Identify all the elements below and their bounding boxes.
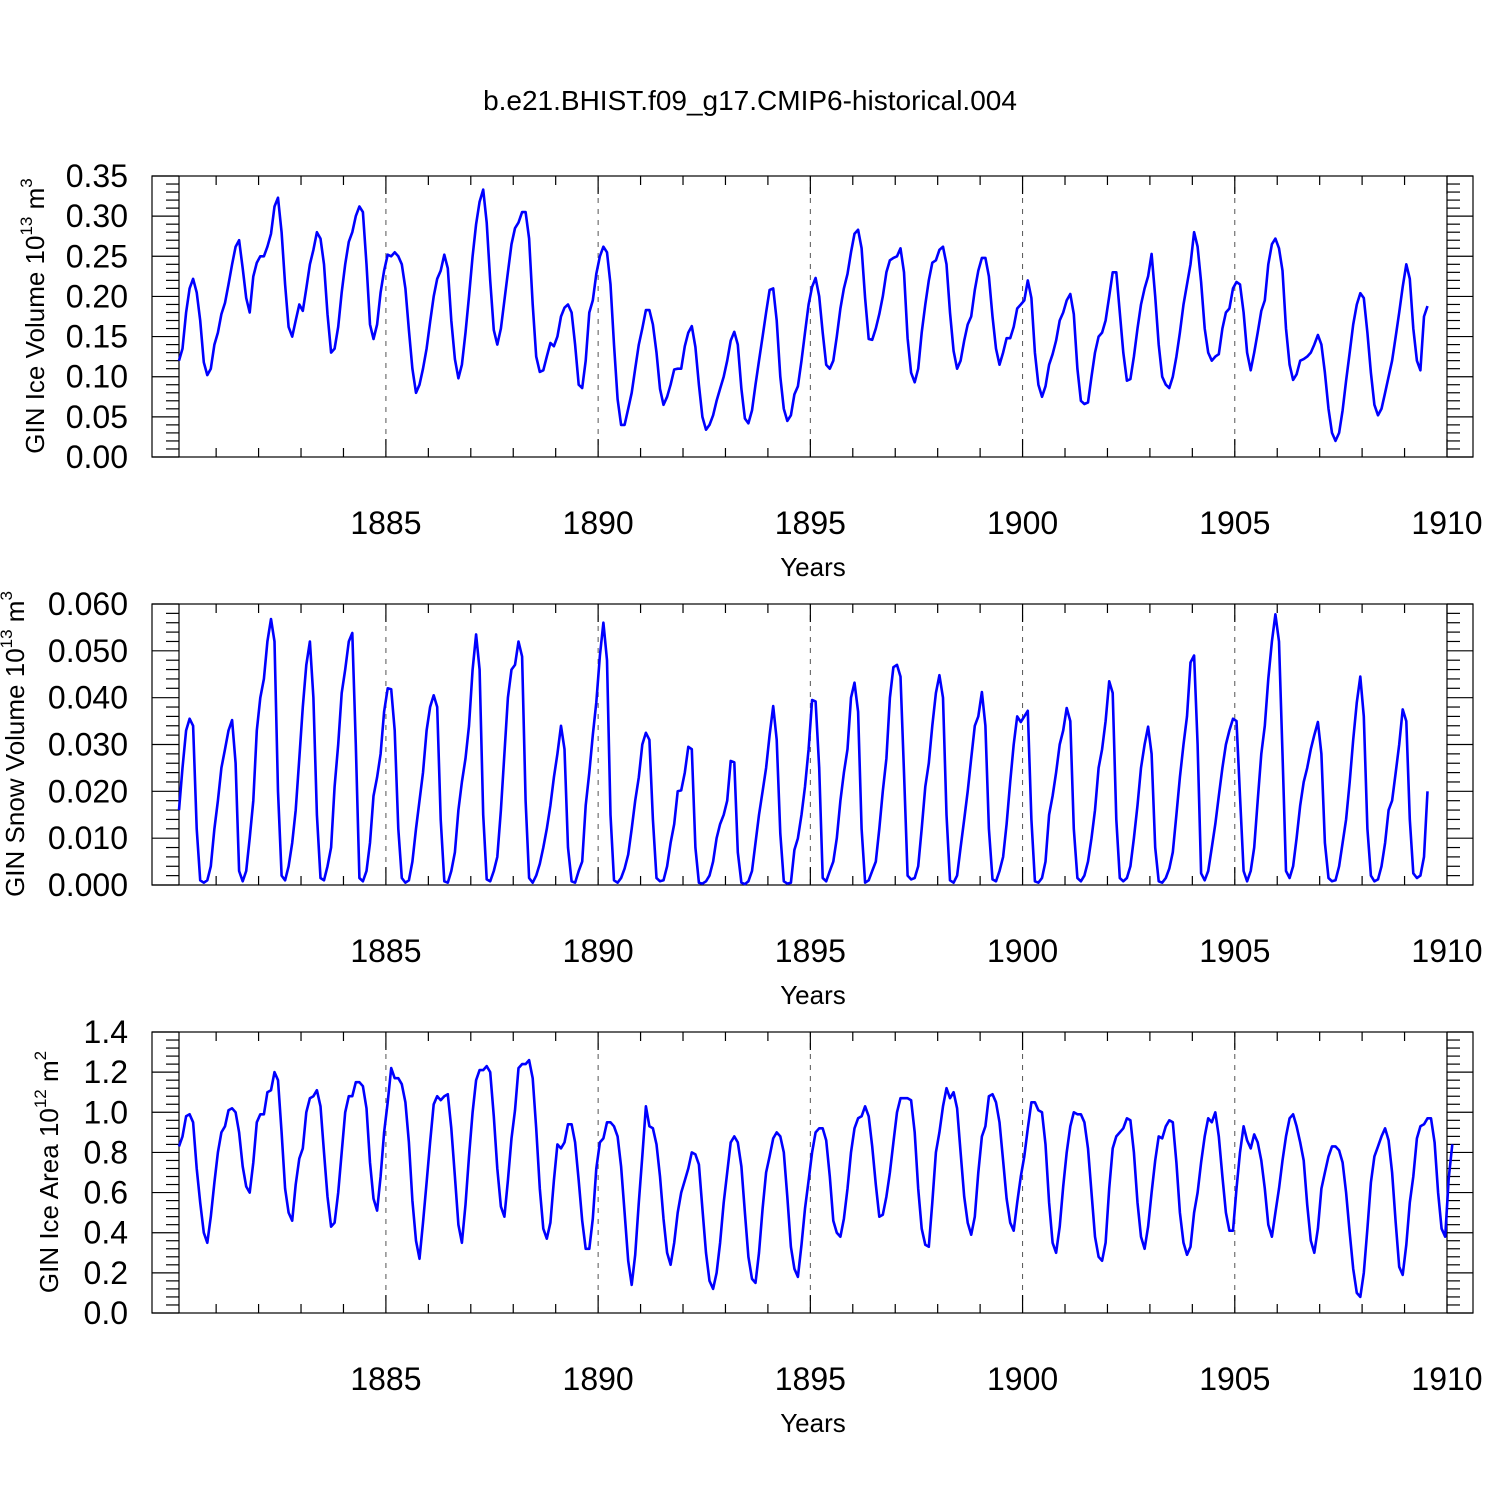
x-axis-title: Years <box>780 1408 846 1438</box>
x-tick-label: 1885 <box>350 933 421 969</box>
y-tick-label: 0.060 <box>48 586 128 622</box>
y-tick-label: 0.6 <box>84 1175 128 1211</box>
series-line <box>177 188 1429 443</box>
x-tick-label: 1895 <box>775 505 846 541</box>
y-tick-label: 0.8 <box>84 1134 128 1170</box>
y-tick-label: 0.05 <box>66 399 128 435</box>
y-axis-title-exp: 13 <box>17 217 36 236</box>
x-tick-label: 1905 <box>1199 933 1270 969</box>
panel-3: 1885 1890 1895 1900 1905 1910 Years 0.0 0.2 0.4 0.… <box>31 1014 1483 1438</box>
y-axis-title-unit-exp: 3 <box>17 178 36 187</box>
y-tick-label: 1.0 <box>84 1094 128 1130</box>
x-tick-label: 1895 <box>775 1361 846 1397</box>
x-tick-label: 1905 <box>1199 505 1270 541</box>
y-tick-label: 0.10 <box>66 359 128 395</box>
y-tick-label: 0.30 <box>66 198 128 234</box>
y-tick-label: 0.4 <box>84 1215 128 1251</box>
x-tick-label: 1890 <box>563 933 634 969</box>
x-axis-title: Years <box>780 552 846 582</box>
y-tick-label: 0.040 <box>48 680 128 716</box>
y-tick-label: 0.000 <box>48 867 128 903</box>
y-tick-label: 0.2 <box>84 1255 128 1291</box>
x-tick-label: 1895 <box>775 933 846 969</box>
x-tick-label: 1905 <box>1199 1361 1270 1397</box>
panel-1: 1885 1890 1895 1900 1905 1910 Years 0.00 0.05 0.1… <box>17 158 1483 582</box>
y-axis-title-exp: 13 <box>0 629 16 648</box>
y-tick-label: 0.00 <box>66 439 128 475</box>
plot-frame <box>151 1031 1474 1314</box>
y-tick-label: 1.2 <box>84 1054 128 1090</box>
y-axis-title-exp: 12 <box>31 1089 50 1108</box>
y-tick-label: 0.25 <box>66 238 128 274</box>
y-tick-label: 0.0 <box>84 1295 128 1331</box>
panel-2: 1885 1890 1895 1900 1905 1910 Years 0.000 0.010 0… <box>0 586 1483 1010</box>
y-axis-title: GIN Snow Volume 1013 m3 <box>0 591 30 897</box>
y-axis-title-unit-exp: 3 <box>0 591 16 600</box>
figure-title: b.e21.BHIST.f09_g17.CMIP6-historical.004 <box>483 85 1017 116</box>
x-tick-label: 1910 <box>1411 1361 1482 1397</box>
x-tick-label: 1900 <box>987 933 1058 969</box>
y-axis-title-unit-exp: 2 <box>31 1051 50 1060</box>
x-axis-title: Years <box>780 980 846 1010</box>
x-tick-label: 1885 <box>350 505 421 541</box>
x-tick-label: 1890 <box>563 505 634 541</box>
y-tick-label: 0.050 <box>48 633 128 669</box>
x-tick-label: 1910 <box>1411 933 1482 969</box>
x-tick-label: 1910 <box>1411 505 1482 541</box>
plot-frame <box>151 603 1474 886</box>
y-tick-label: 0.010 <box>48 820 128 856</box>
y-axis-title-unit: m <box>0 601 30 630</box>
y-tick-label: 0.030 <box>48 727 128 763</box>
series-line <box>177 1058 1454 1299</box>
x-tick-label: 1900 <box>987 505 1058 541</box>
y-tick-label: 0.20 <box>66 278 128 314</box>
plot-frame <box>151 175 1474 458</box>
series-line <box>177 612 1429 886</box>
y-axis-title-main: GIN Ice Volume 10 <box>20 236 50 454</box>
y-tick-label: 0.35 <box>66 158 128 194</box>
y-axis-title: GIN Ice Area 1012 m2 <box>31 1051 64 1293</box>
y-tick-label: 0.15 <box>66 319 128 355</box>
y-axis-title-main: GIN Ice Area 10 <box>34 1108 64 1293</box>
x-tick-label: 1900 <box>987 1361 1058 1397</box>
x-tick-label: 1890 <box>563 1361 634 1397</box>
y-axis-title-unit: m <box>20 188 50 217</box>
y-tick-label: 1.4 <box>84 1014 128 1050</box>
y-axis-title: GIN Ice Volume 1013 m3 <box>17 178 50 454</box>
x-tick-label: 1885 <box>350 1361 421 1397</box>
y-axis-title-unit: m <box>34 1060 64 1089</box>
y-tick-label: 0.020 <box>48 773 128 809</box>
y-axis-title-main: GIN Snow Volume 10 <box>0 648 30 897</box>
